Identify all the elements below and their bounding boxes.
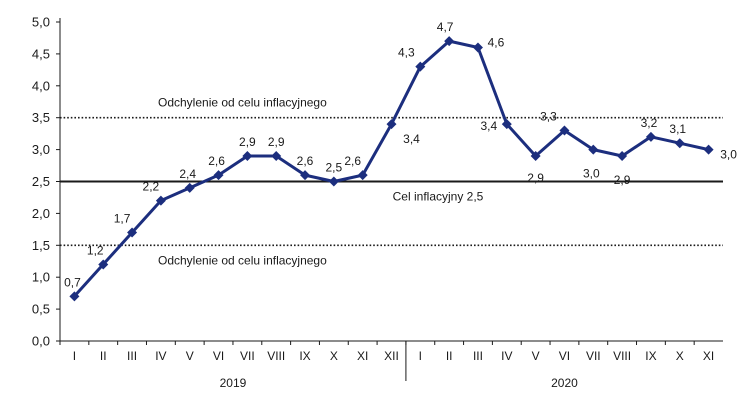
data-point <box>271 150 282 161</box>
data-label: 3,2 <box>641 116 658 130</box>
x-tick-label: VII <box>586 349 601 363</box>
data-label: 3,4 <box>480 119 497 133</box>
data-point <box>155 195 166 206</box>
x-tick-label: VII <box>240 349 255 363</box>
data-label: 4,7 <box>437 20 454 34</box>
data-label: 2,9 <box>268 135 285 149</box>
data-label: 4,6 <box>488 36 505 50</box>
x-tick-label: IX <box>645 349 656 363</box>
y-tick-label: 3,0 <box>32 142 50 157</box>
x-tick-label: II <box>100 349 107 363</box>
data-label: 2,6 <box>208 154 225 168</box>
data-point <box>703 144 714 155</box>
data-label: 0,7 <box>64 275 81 289</box>
x-tick-label: I <box>419 349 422 363</box>
data-label: 3,1 <box>669 122 686 136</box>
data-point <box>559 125 570 136</box>
data-label: 2,9 <box>614 173 631 187</box>
x-tick-label: IV <box>155 349 166 363</box>
x-tick-label: V <box>186 349 194 363</box>
data-point <box>328 176 339 187</box>
x-axis-ticks: I II III IV V VI VII VIII IX X XI XII I II III IV V VI VII… <box>59 341 714 363</box>
y-tick-label: 1,5 <box>32 238 50 253</box>
axes <box>59 18 723 381</box>
x-tick-label: III <box>127 349 137 363</box>
data-point <box>501 119 512 130</box>
data-point <box>69 291 80 302</box>
data-point <box>530 150 541 161</box>
data-point <box>184 182 195 193</box>
y-tick-label: 0,0 <box>32 334 50 349</box>
data-label: 2,6 <box>297 154 314 168</box>
y-tick-label: 5,0 <box>32 15 50 30</box>
data-points <box>69 36 714 302</box>
data-point <box>213 170 224 181</box>
y-tick-label: 0,5 <box>32 302 50 317</box>
reference-annotations: Odchylenie od celu inflacyjnego Cel infla… <box>158 96 484 268</box>
data-point <box>472 42 483 53</box>
data-label: 2,6 <box>344 154 361 168</box>
reference-lines <box>60 116 723 247</box>
y-tick-label: 4,5 <box>32 46 50 61</box>
data-label: 4,3 <box>398 46 415 60</box>
data-point <box>242 150 253 161</box>
x-tick-label: IV <box>501 349 512 363</box>
data-point <box>588 144 599 155</box>
data-point <box>617 150 628 161</box>
x-tick-label: VIII <box>267 349 285 363</box>
data-label: 3,0 <box>720 148 737 162</box>
data-label: 2,4 <box>179 167 196 181</box>
data-point <box>415 61 426 72</box>
y-axis-ticks: 0,0 0,5 1,0 1,5 2,0 2,5 3,0 3,5 4,0 4,5 5,0 <box>32 15 60 349</box>
x-tick-label: I <box>73 349 76 363</box>
x-tick-label: XII <box>384 349 399 363</box>
x-tick-label: X <box>676 349 684 363</box>
x-tick-label: XI <box>357 349 368 363</box>
year-labels: 2019 2020 <box>220 376 579 390</box>
x-tick-label: X <box>330 349 338 363</box>
x-tick-label: V <box>532 349 540 363</box>
year-label-2020: 2020 <box>551 376 578 390</box>
y-tick-label: 2,5 <box>32 174 50 189</box>
data-label: 3,4 <box>403 132 420 146</box>
data-label: 2,5 <box>326 161 343 175</box>
x-tick-label: VI <box>559 349 570 363</box>
x-tick-label: XI <box>703 349 714 363</box>
x-tick-label: III <box>473 349 483 363</box>
data-label: 3,3 <box>540 109 557 123</box>
data-point <box>645 131 656 142</box>
reference-label-2: Odchylenie od celu inflacyjnego <box>158 253 327 267</box>
data-point <box>127 227 138 238</box>
data-label: 2,9 <box>239 135 256 149</box>
x-tick-label: VI <box>213 349 224 363</box>
data-labels: 0,71,21,72,22,42,62,9 2,92,6 2,5 2,63,44,34… <box>64 20 737 289</box>
data-point <box>674 138 685 149</box>
data-point <box>386 119 397 130</box>
reference-label-1: Cel inflacyjny 2,5 <box>393 190 484 204</box>
y-tick-label: 3,5 <box>32 110 50 125</box>
data-point <box>357 170 368 181</box>
data-label: 1,7 <box>114 212 131 226</box>
data-label: 2,9 <box>527 171 544 185</box>
year-label-2019: 2019 <box>220 376 247 390</box>
data-label: 2,2 <box>143 180 160 194</box>
y-tick-label: 2,0 <box>32 206 50 221</box>
data-point <box>444 36 455 47</box>
data-label: 3,0 <box>583 167 600 181</box>
x-tick-label: VIII <box>613 349 631 363</box>
data-point <box>98 259 109 270</box>
x-tick-label: IX <box>299 349 310 363</box>
x-tick-label: II <box>446 349 453 363</box>
y-tick-label: 4,0 <box>32 78 50 93</box>
reference-label-0: Odchylenie od celu inflacyjnego <box>158 96 327 110</box>
data-point <box>300 170 311 181</box>
y-tick-label: 1,0 <box>32 270 50 285</box>
data-label: 1,2 <box>87 243 104 257</box>
